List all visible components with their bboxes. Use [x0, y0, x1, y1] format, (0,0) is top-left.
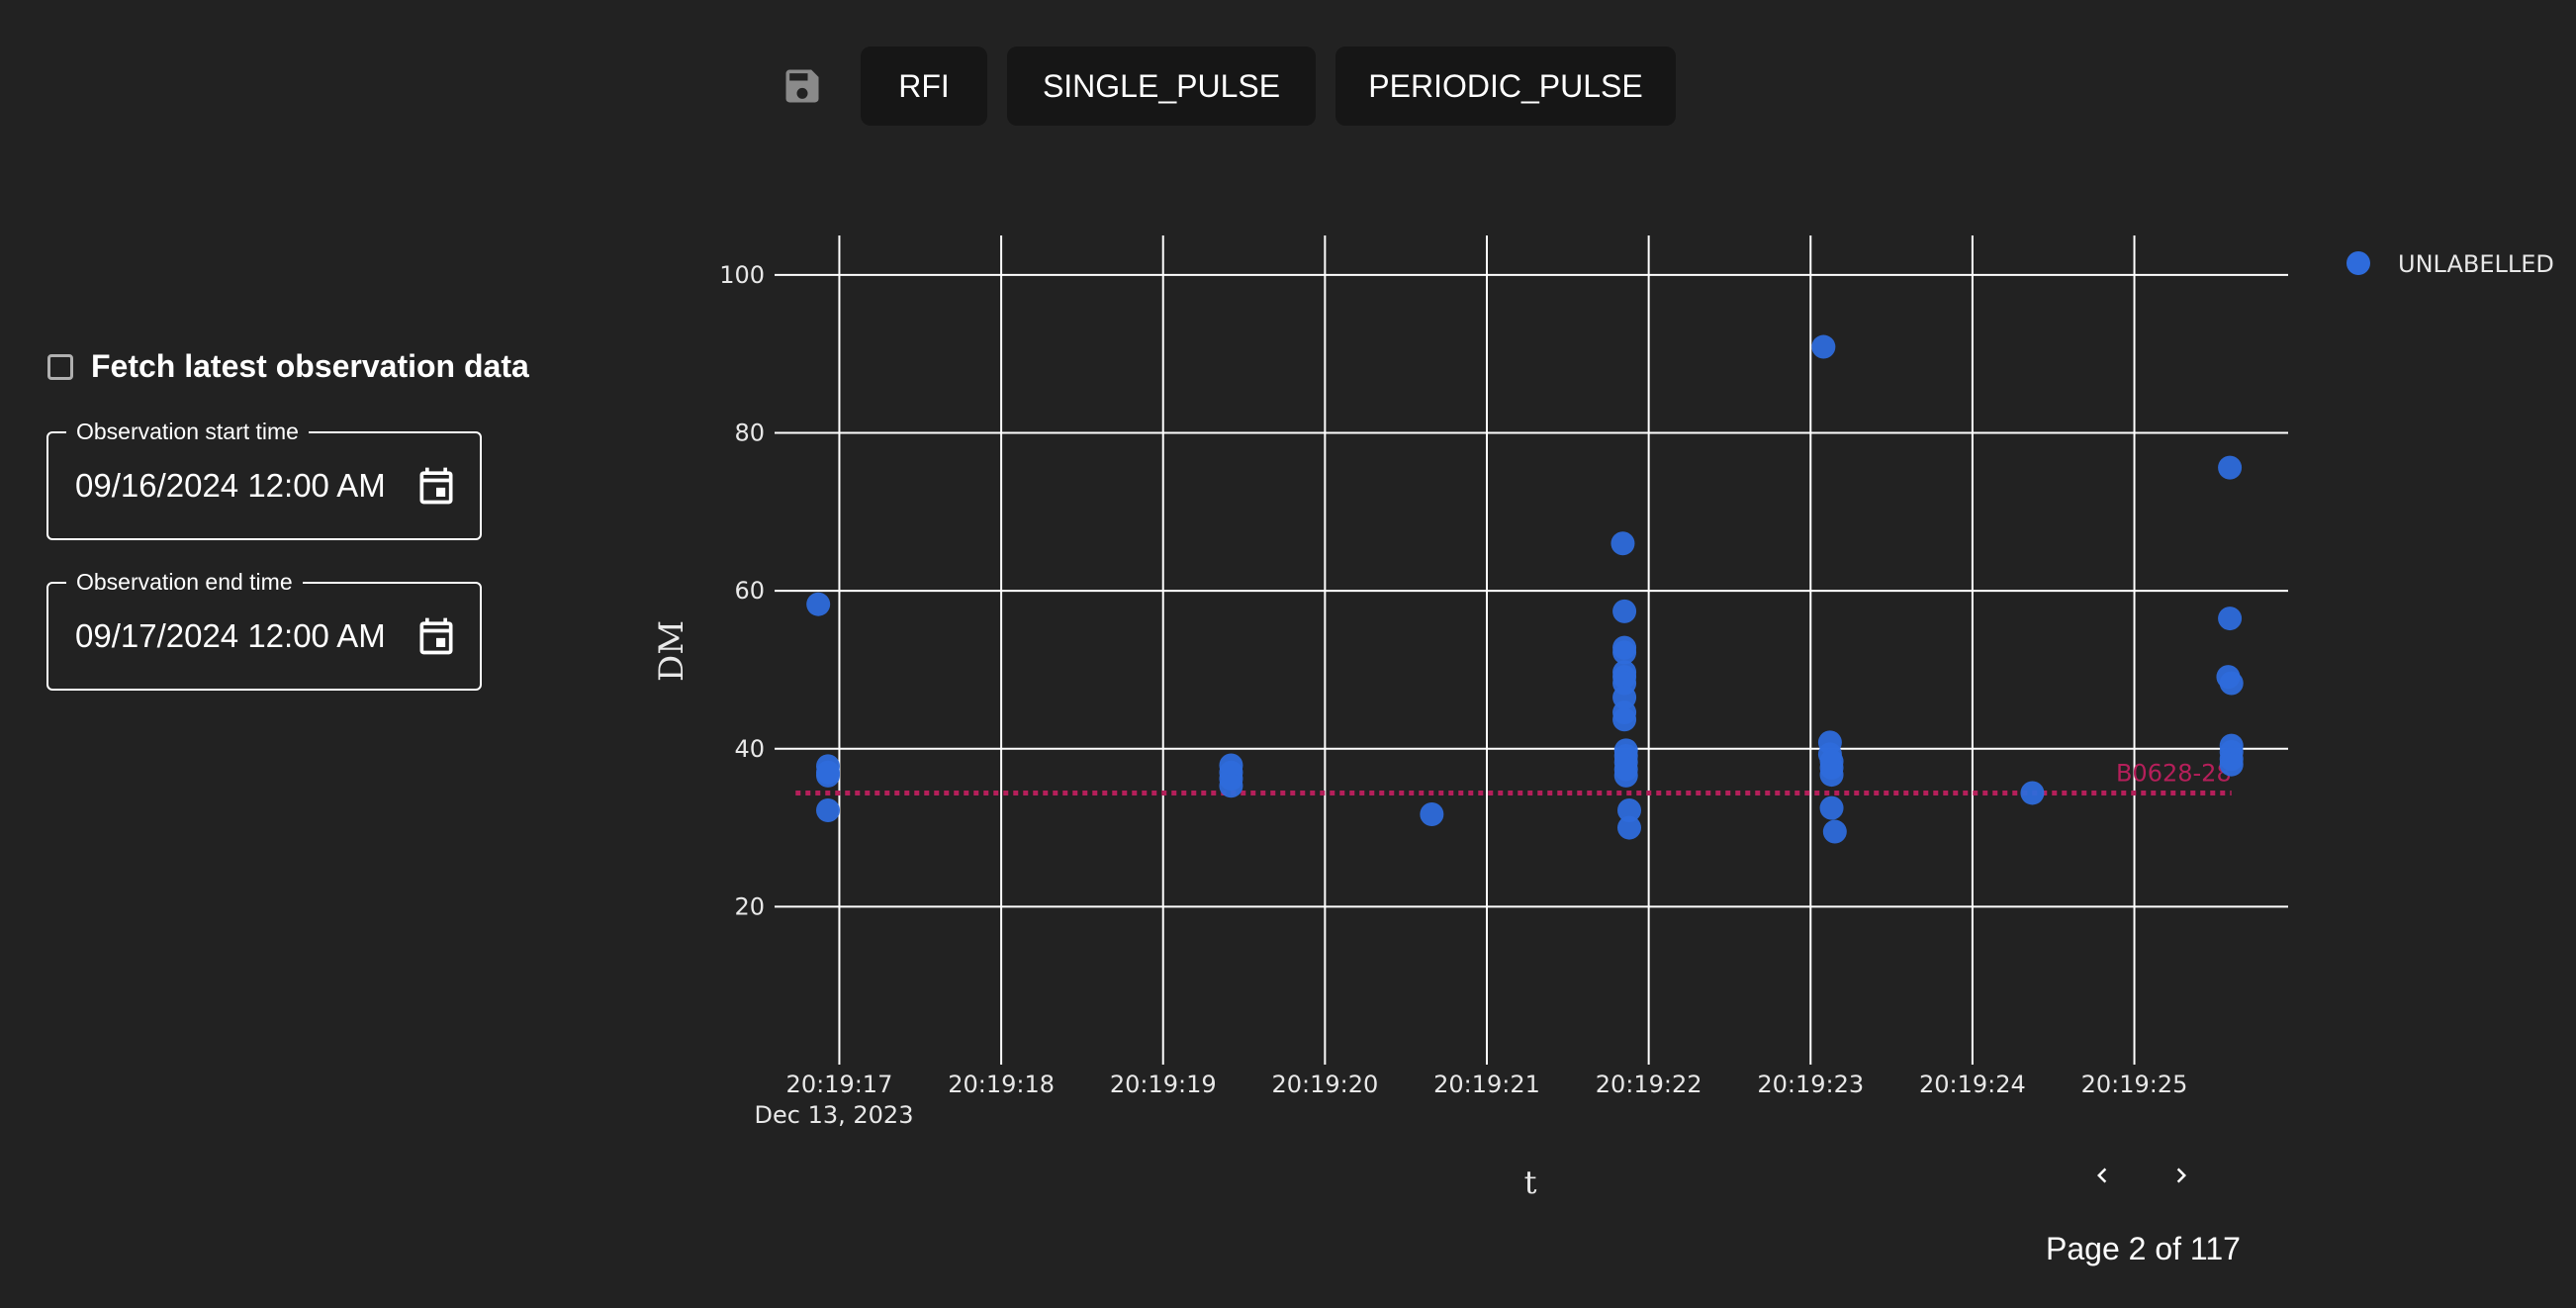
reference-line-group: B0628-28 — [795, 759, 2232, 795]
x-tick-label: 20:19:23 — [1757, 1071, 1864, 1098]
scatter-point — [816, 763, 840, 788]
scatter-point — [1610, 531, 1635, 556]
scatter-point — [1617, 798, 1641, 823]
legend[interactable]: UNLABELLED — [2346, 250, 2554, 278]
scatter-point — [1811, 334, 1836, 359]
observation-end-label: Observation end time — [66, 568, 303, 596]
scatter-points — [806, 334, 2244, 844]
scatter-point — [2219, 752, 2244, 777]
x-tick-label: 20:19:19 — [1110, 1071, 1217, 1098]
reference-line-label: B0628-28 — [2116, 759, 2232, 787]
calendar-icon[interactable] — [414, 613, 458, 659]
y-axis-label: DM — [652, 620, 691, 682]
observation-start-label: Observation start time — [66, 418, 309, 445]
y-tick-label: 60 — [734, 577, 765, 605]
x-tick-labels: 20:19:17 20:19:18 20:19:19 20:19:20 20:19:21… — [786, 1071, 2188, 1098]
scatter-point — [806, 592, 831, 616]
page-indicator: Page 2 of 117 — [2046, 1231, 2241, 1266]
grid-lines — [775, 235, 2288, 1065]
x-tick-label: 20:19:18 — [948, 1071, 1055, 1098]
scatter-point — [1612, 599, 1637, 623]
fetch-latest-label: Fetch latest observation data — [91, 348, 529, 384]
floppy-disk-icon — [785, 69, 819, 103]
scatter-point — [2020, 781, 2045, 805]
y-tick-label: 80 — [734, 420, 765, 447]
x-tick-label: 20:19:22 — [1596, 1071, 1702, 1098]
previous-page-button[interactable] — [2082, 1156, 2122, 1195]
y-tick-labels: 20 40 60 80 100 — [719, 261, 765, 920]
y-tick-label: 100 — [719, 261, 765, 289]
observation-start-value[interactable]: 09/16/2024 12:00 AM — [75, 467, 386, 504]
scatter-point — [1420, 802, 1444, 827]
periodic-pulse-button[interactable]: PERIODIC_PULSE — [1335, 47, 1676, 126]
legend-marker — [2346, 251, 2370, 275]
scatter-point — [2219, 671, 2244, 696]
scatter-point — [1612, 640, 1637, 665]
save-button[interactable] — [772, 55, 833, 117]
x-tick-label: 20:19:25 — [2081, 1071, 2188, 1098]
legend-label-unlabelled: UNLABELLED — [2398, 250, 2554, 278]
x-tick-label: 20:19:24 — [1919, 1071, 2026, 1098]
observation-start-field[interactable]: Observation start time 09/16/2024 12:00 … — [46, 418, 482, 540]
fetch-latest-checkbox[interactable] — [47, 353, 73, 380]
observation-end-field[interactable]: Observation end time 09/17/2024 12:00 AM — [46, 568, 482, 691]
observation-end-value[interactable]: 09/17/2024 12:00 AM — [75, 617, 386, 654]
scatter-point — [1819, 795, 1844, 820]
single-pulse-button[interactable]: SINGLE_PULSE — [1007, 47, 1316, 126]
scatter-point — [2218, 607, 2243, 631]
x-axis-label: t — [1524, 1164, 1537, 1201]
scatter-point — [816, 798, 840, 823]
scatter-point — [2218, 455, 2243, 480]
x-tick-label: 20:19:21 — [1433, 1071, 1540, 1098]
x-axis-date-label: Dec 13, 2023 — [755, 1101, 914, 1129]
chevron-left-icon — [2097, 1168, 2107, 1183]
scatter-point — [1612, 707, 1637, 732]
label-toolbar: RFI SINGLE_PULSE PERIODIC_PULSE — [772, 46, 1696, 127]
chevron-right-icon — [2176, 1168, 2186, 1183]
next-page-button[interactable] — [2162, 1156, 2201, 1195]
rfi-button[interactable]: RFI — [861, 47, 987, 126]
fetch-latest-toggle[interactable]: Fetch latest observation data — [47, 348, 529, 385]
x-tick-label: 20:19:17 — [786, 1071, 893, 1098]
calendar-icon[interactable] — [414, 463, 458, 509]
scatter-point — [1822, 819, 1847, 844]
scatter-point — [1819, 763, 1844, 788]
y-tick-label: 40 — [734, 735, 765, 763]
scatter-point — [1613, 763, 1638, 788]
scatter-point — [1219, 774, 1243, 798]
x-tick-label: 20:19:20 — [1271, 1071, 1378, 1098]
scatter-point — [1617, 815, 1641, 840]
y-tick-label: 20 — [734, 892, 765, 920]
